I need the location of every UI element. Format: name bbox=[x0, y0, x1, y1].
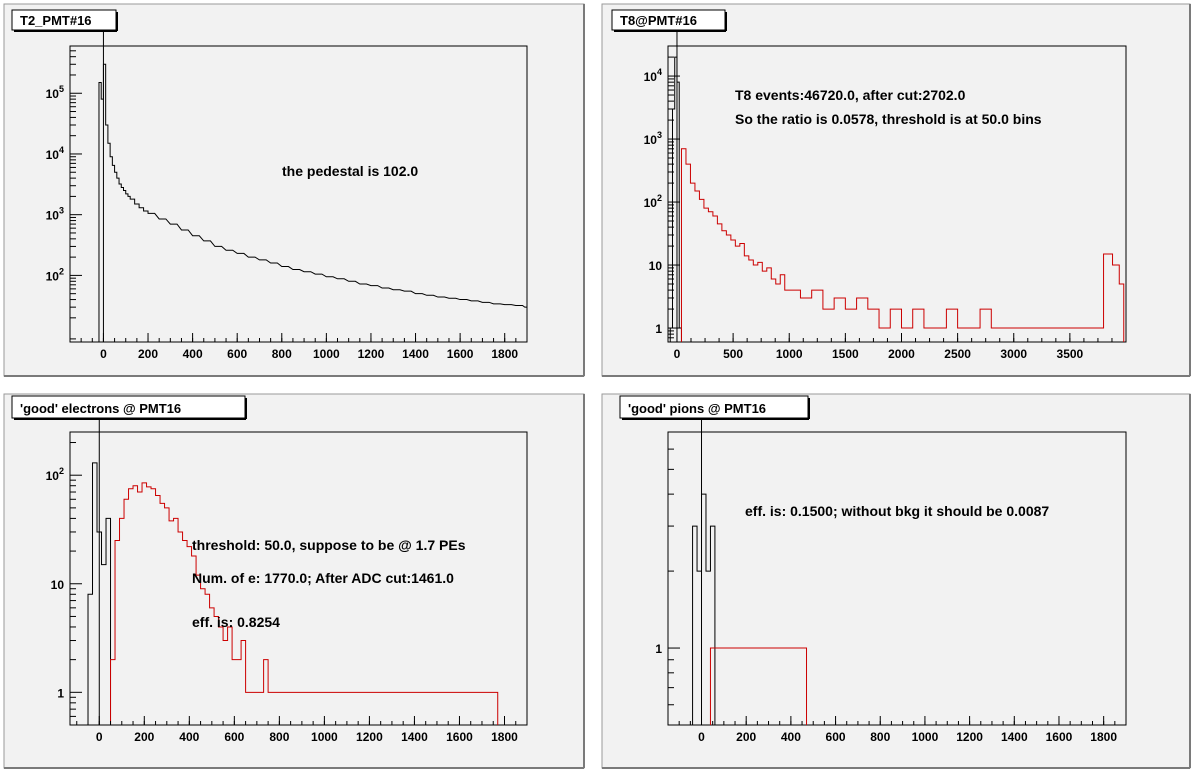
y-tick-exponent: 2 bbox=[59, 466, 64, 476]
x-tick-label: 1400 bbox=[401, 730, 428, 744]
x-tick-label: 1600 bbox=[1046, 730, 1073, 744]
x-tick-label: 600 bbox=[826, 730, 846, 744]
chart-title: T8@PMT#16 bbox=[620, 13, 697, 28]
x-tick-label: 1200 bbox=[358, 347, 385, 361]
x-tick-label: 200 bbox=[134, 730, 154, 744]
annotation-text: threshold: 50.0, suppose to be @ 1.7 PEs bbox=[192, 537, 466, 553]
chart-panel-2: 0 500 1000 1500 2000 2500 3000 3500110102103104… bbox=[601, 3, 1191, 377]
x-tick-label: 500 bbox=[723, 347, 743, 361]
x-tick-label: 2000 bbox=[888, 347, 915, 361]
chart-panel-4: 0 200 400 600 800 1000 1200 1400 1600 1800 1 'good'… bbox=[601, 393, 1191, 769]
y-tick-label: 1 bbox=[655, 322, 662, 336]
chart-panel-3: 0 200 400 600 800 1000 1200 1400 1600 1800110102'… bbox=[3, 393, 585, 769]
y-tick-exponent: 2 bbox=[59, 266, 64, 276]
y-axis: 1 bbox=[655, 431, 680, 726]
x-tick-label: 1500 bbox=[832, 347, 859, 361]
y-tick-exponent: 3 bbox=[59, 206, 64, 216]
y-tick-exponent: 3 bbox=[657, 130, 662, 140]
annotation-text: T8 events:46720.0, after cut:2702.0 bbox=[735, 87, 966, 103]
x-tick-label: 0 bbox=[96, 730, 103, 744]
y-tick-label: 1 bbox=[57, 686, 64, 700]
histogram-series-2 bbox=[110, 482, 499, 725]
y-tick-label: 10 bbox=[649, 259, 663, 273]
annotation-text: the pedestal is 102.0 bbox=[282, 163, 418, 179]
x-tick-label: 1400 bbox=[402, 347, 429, 361]
x-tick-label: 600 bbox=[227, 347, 247, 361]
plot-area bbox=[667, 45, 1127, 343]
x-tick-label: 400 bbox=[781, 730, 801, 744]
x-tick-label: 0 bbox=[100, 347, 107, 361]
histogram-series-1 bbox=[692, 493, 716, 725]
histogram-series-1 bbox=[98, 63, 528, 342]
x-tick-label: 1800 bbox=[1090, 730, 1117, 744]
x-tick-label: 1000 bbox=[311, 730, 338, 744]
annotation-text: eff. is: 0.8254 bbox=[192, 614, 280, 630]
x-tick-label: 1600 bbox=[446, 730, 473, 744]
x-axis: 0 500 1000 1500 2000 2500 3000 3500 bbox=[674, 333, 1127, 361]
y-tick-label: 1 bbox=[655, 642, 662, 656]
x-tick-label: 1600 bbox=[447, 347, 474, 361]
x-tick-label: 200 bbox=[736, 730, 756, 744]
x-tick-label: 800 bbox=[272, 347, 292, 361]
x-tick-label: 1000 bbox=[776, 347, 803, 361]
y-tick-exponent: 4 bbox=[657, 67, 662, 77]
x-tick-label: 1800 bbox=[491, 347, 518, 361]
annotation-text: Num. of e: 1770.0; After ADC cut:1461.0 bbox=[192, 570, 454, 586]
chart-panel-1: 0 200 400 600 800 1000 1200 1400 1600 18001021031… bbox=[3, 3, 585, 377]
x-tick-label: 400 bbox=[179, 730, 199, 744]
x-tick-label: 600 bbox=[224, 730, 244, 744]
x-tick-label: 1200 bbox=[356, 730, 383, 744]
x-tick-label: 0 bbox=[698, 730, 705, 744]
x-tick-label: 3000 bbox=[1000, 347, 1027, 361]
y-tick-exponent: 5 bbox=[59, 84, 64, 94]
annotation-text: So the ratio is 0.0578, threshold is at … bbox=[735, 111, 1042, 127]
histogram-series-2 bbox=[709, 647, 808, 725]
histogram-series-2 bbox=[680, 148, 1125, 342]
plot-area bbox=[667, 431, 1127, 726]
plot-area bbox=[69, 45, 528, 343]
x-axis: 0 200 400 600 800 1000 1200 1400 1600 1800 bbox=[667, 716, 1127, 744]
x-tick-label: 1000 bbox=[912, 730, 939, 744]
y-tick-label: 10 bbox=[51, 578, 65, 592]
x-tick-label: 400 bbox=[183, 347, 203, 361]
y-tick-exponent: 2 bbox=[657, 193, 662, 203]
plot-area bbox=[69, 431, 528, 726]
x-tick-label: 200 bbox=[138, 347, 158, 361]
annotation-text: eff. is: 0.1500; without bkg it should b… bbox=[745, 503, 1049, 519]
chart-title: T2_PMT#16 bbox=[20, 13, 92, 28]
y-tick-exponent: 4 bbox=[59, 145, 64, 155]
x-tick-label: 0 bbox=[674, 347, 681, 361]
x-tick-label: 1400 bbox=[1001, 730, 1028, 744]
chart-title: 'good' pions @ PMT16 bbox=[628, 401, 766, 416]
x-axis: 0 200 400 600 800 1000 1200 1400 1600 1800 bbox=[69, 333, 528, 361]
x-axis: 0 200 400 600 800 1000 1200 1400 1600 1800 bbox=[76, 716, 528, 744]
chart-title: 'good' electrons @ PMT16 bbox=[20, 401, 181, 416]
x-tick-label: 800 bbox=[269, 730, 289, 744]
x-tick-label: 2500 bbox=[944, 347, 971, 361]
x-tick-label: 1000 bbox=[313, 347, 340, 361]
x-tick-label: 800 bbox=[870, 730, 890, 744]
x-tick-label: 1800 bbox=[491, 730, 518, 744]
x-tick-label: 3500 bbox=[1057, 347, 1084, 361]
x-tick-label: 1200 bbox=[956, 730, 983, 744]
